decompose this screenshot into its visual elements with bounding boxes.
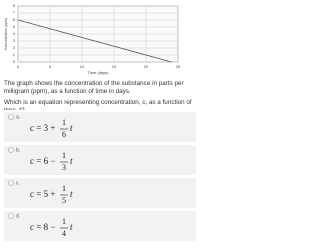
x-tick-label: 15	[112, 64, 117, 69]
x-tick-label: 20	[144, 64, 149, 69]
radio-button[interactable]	[8, 213, 14, 219]
question-text: The graph shows the concentration of the…	[4, 80, 184, 95]
x-tick-label: 5	[49, 64, 52, 69]
fraction-denominator: 5	[62, 196, 66, 205]
equation-variable: t	[70, 189, 73, 199]
equation-lhs: c = 6 −	[30, 156, 55, 166]
radio-button[interactable]	[8, 114, 14, 120]
fraction-denominator: 3	[62, 163, 66, 172]
equation-lhs: c = 3 +	[30, 123, 55, 133]
equation-variable: t	[70, 123, 73, 133]
fraction-numerator: 1	[62, 151, 66, 160]
x-axis-label: Time (days)	[88, 70, 110, 75]
question-prompt: Which is an equation representing concen…	[4, 99, 192, 110]
question: The graph shows the concentration of the…	[4, 80, 196, 110]
equation-variable: t	[70, 222, 73, 232]
fraction-denominator: 6	[62, 130, 66, 139]
y-tick-label: 4	[13, 31, 16, 36]
fraction-numerator: 1	[62, 217, 66, 226]
option-box[interactable]	[4, 112, 196, 142]
option-letter: d.	[16, 213, 20, 219]
equation-variable: t	[70, 156, 73, 166]
fraction-numerator: 1	[62, 118, 66, 127]
question-box: The graph shows the concentration of the…	[4, 80, 196, 110]
y-tick-label: 0	[13, 59, 16, 64]
fraction-numerator: 1	[62, 184, 66, 193]
y-tick-label: 3	[13, 38, 16, 43]
option-box[interactable]	[4, 145, 196, 175]
y-tick-label: 7	[13, 10, 16, 15]
x-tick-label: 10	[80, 64, 85, 69]
y-axis-label: Concentration (ppm)	[4, 18, 8, 50]
option-box[interactable]	[4, 178, 196, 208]
x-tick-label: 25	[176, 64, 181, 69]
page: 0 1 2 3 4 5 6 7 8 0 5 10 15 20 25 Time (days) Concentrat…	[3, 3, 196, 241]
data-line	[17, 19, 172, 63]
y-tick-label: 1	[13, 52, 16, 57]
option-box[interactable]	[4, 211, 196, 241]
option-letter: b.	[16, 147, 20, 153]
option-letter: a.	[16, 114, 20, 120]
equation-lhs: c = 8 −	[30, 222, 55, 232]
y-tick-label: 6	[13, 17, 16, 22]
radio-button[interactable]	[8, 180, 14, 186]
y-tick-label: 5	[13, 24, 16, 29]
radio-button[interactable]	[8, 147, 14, 153]
y-tick-label: 2	[13, 45, 16, 50]
y-tick-label: 8	[13, 3, 16, 8]
fraction-denominator: 4	[62, 229, 66, 238]
option-letter: c.	[16, 180, 20, 186]
equation-lhs: c = 5 +	[30, 189, 55, 199]
x-tick-label: 0	[17, 64, 20, 69]
